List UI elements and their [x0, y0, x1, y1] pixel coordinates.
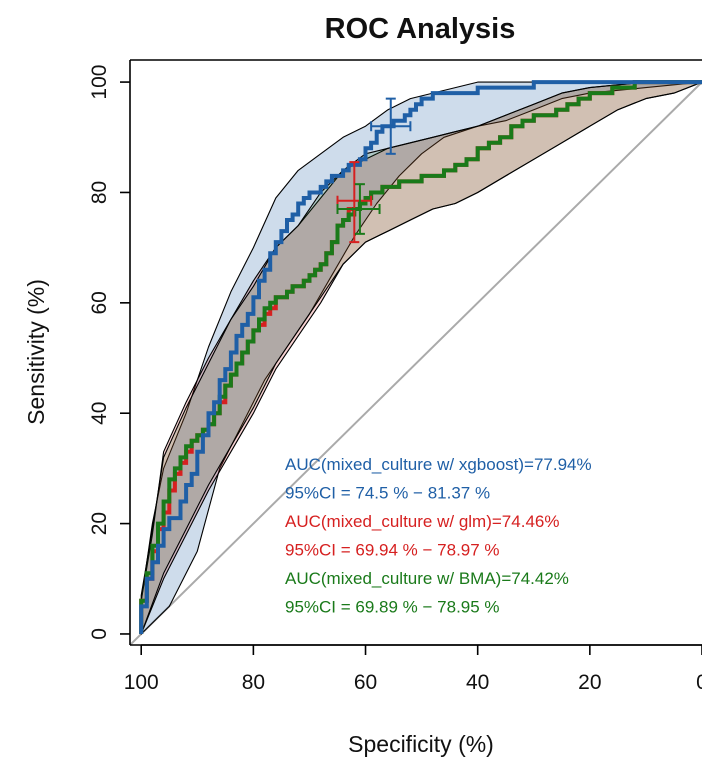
- chart-title: ROC Analysis: [325, 13, 516, 45]
- plot-inner: [130, 80, 702, 645]
- diagonal-reference-line: [130, 80, 702, 645]
- y-tick-label: 100: [88, 65, 111, 100]
- y-tick-label: 80: [88, 181, 111, 204]
- xgboost-legend-text: 95%CI = 74.5 % − 81.37 %: [285, 484, 490, 503]
- xgboost-legend-text: AUC(mixed_culture w/ xgboost)=77.94%: [285, 455, 592, 474]
- bma-legend-text: 95%CI = 69.89 % − 78.95 %: [285, 598, 500, 617]
- bma-ci-band: [140, 81, 702, 635]
- x-axis-label: Specificity (%): [348, 731, 494, 757]
- xgboost-roc-curve: [139, 80, 702, 634]
- bma-legend-text: AUC(mixed_culture w/ BMA)=74.42%: [285, 569, 569, 588]
- legend: AUC(mixed_culture w/ xgboost)=77.94% 95%C…: [285, 455, 592, 617]
- x-tick-label: 60: [354, 671, 377, 694]
- x-tick-label: 100: [124, 671, 159, 694]
- x-tick-label: 20: [578, 671, 601, 694]
- y-tick-label: 20: [88, 512, 111, 535]
- glm-legend-text: 95%CI = 69.94 % − 78.97 %: [285, 541, 500, 560]
- y-tick-label: 60: [88, 291, 111, 314]
- y-tick-label: 40: [88, 402, 111, 425]
- x-tick-label: 80: [242, 671, 265, 694]
- x-tick-label: 0: [696, 671, 702, 694]
- bma-roc-curve: [139, 80, 702, 634]
- axes: 100 80 60 40 20 0 0 20 40 60 80 100: [88, 59, 702, 694]
- y-axis-label: Sensitivity (%): [23, 279, 49, 425]
- glm-legend-text: AUC(mixed_culture w/ glm)=74.46%: [285, 512, 559, 531]
- y-tick-label: 0: [88, 628, 111, 640]
- plot-area: [130, 80, 702, 645]
- x-tick-label: 40: [466, 671, 489, 694]
